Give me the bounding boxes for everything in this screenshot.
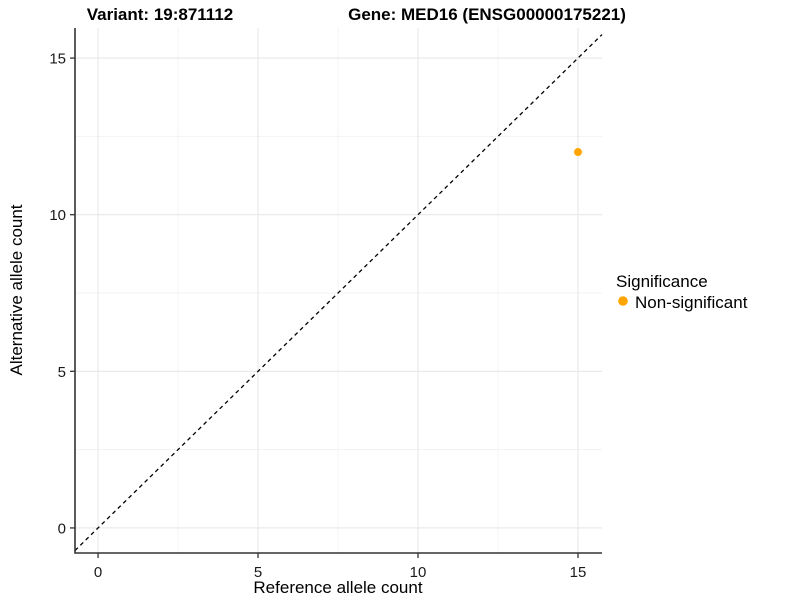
x-tick-label: 5 [254,564,262,581]
y-tick-label: 0 [58,520,66,537]
plot-title-gene: Gene: MED16 (ENSG00000175221) [348,5,626,24]
x-axis-label: Reference allele count [253,578,422,597]
legend-title: Significance [616,272,708,291]
plot-panel: 0 5 10 15 0 5 10 15 [49,28,603,581]
x-tick-label: 15 [570,564,587,581]
identity-line [74,34,603,551]
y-tick-label: 5 [58,364,66,381]
x-tick-label: 0 [94,564,102,581]
x-tick-label: 10 [410,564,427,581]
legend-label-non-significant: Non-significant [635,293,748,312]
data-point [574,148,583,157]
legend: Significance Non-significant [616,272,748,312]
y-axis-label: Alternative allele count [7,204,26,375]
legend-marker-non-significant [618,296,628,306]
plot-title-variant: Variant: 19:871112 [87,5,234,24]
y-tick-label: 10 [49,207,66,224]
y-tick-label: 15 [49,51,66,68]
axis-lines [74,28,602,554]
